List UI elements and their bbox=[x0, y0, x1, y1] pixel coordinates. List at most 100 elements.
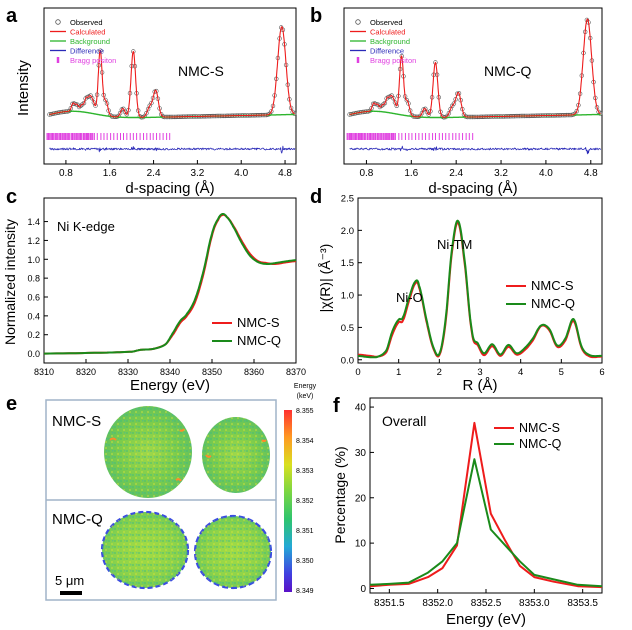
observed-point bbox=[446, 110, 452, 116]
observed-point bbox=[369, 106, 374, 111]
colorbar-tick: 8.355 bbox=[296, 408, 314, 415]
observed-point bbox=[451, 101, 457, 106]
panel-d-ylabel: |χ(R)| (Å⁻³) bbox=[317, 244, 333, 313]
panel-a-xlabel: d-spacing (Å) bbox=[125, 180, 214, 197]
x-tick-label: 1 bbox=[396, 367, 401, 378]
y-tick-label: 10 bbox=[355, 539, 367, 550]
panel-f-legend: NMC-S NMC-Q bbox=[494, 421, 562, 451]
observed-point bbox=[419, 110, 425, 116]
colorbar-ticks: 8.355 8.354 8.353 8.352 8.351 8.350 8.34… bbox=[296, 408, 314, 595]
observed-point bbox=[68, 106, 74, 111]
colorbar-tick: 8.350 bbox=[296, 558, 314, 565]
legend-swatch bbox=[355, 19, 361, 25]
observed-point bbox=[124, 112, 129, 117]
x-tick-label: 2.4 bbox=[449, 168, 463, 179]
observed-point bbox=[81, 100, 87, 106]
panel-f-ylabel: Percentage (%) bbox=[332, 446, 348, 543]
series-line-nmc-q bbox=[357, 219, 602, 359]
bragg-ticks bbox=[46, 133, 171, 140]
legend-label: NMC-Q bbox=[519, 437, 562, 451]
panel-f-annotation: Overall bbox=[382, 413, 426, 429]
panel-e: NMC-S NMC-Q 5 μm Energy (keV) 8.355 8.35… bbox=[45, 383, 317, 601]
x-tick-label: 8360 bbox=[244, 367, 264, 377]
x-tick-label: 2 bbox=[437, 367, 442, 378]
legend-label: Difference bbox=[70, 47, 104, 56]
particle-map-nmcq-1 bbox=[100, 510, 190, 590]
legend-label: Calculated bbox=[70, 28, 105, 37]
y-tick-label: 2.5 bbox=[341, 194, 354, 205]
difference-line bbox=[49, 145, 296, 154]
x-tick-label: 8353.5 bbox=[567, 598, 598, 609]
y-tick-label: 0.8 bbox=[27, 274, 40, 284]
x-tick-label: 0 bbox=[355, 367, 360, 378]
x-tick-label: 4.8 bbox=[584, 168, 598, 179]
x-tick-label: 3 bbox=[477, 367, 482, 378]
colorbar-tick: 8.349 bbox=[296, 588, 314, 595]
panel-d-annotation-nio: Ni-O bbox=[396, 290, 423, 305]
x-tick-label: 8352.5 bbox=[471, 598, 502, 609]
observed-point bbox=[149, 100, 154, 106]
legend-label: Observed bbox=[370, 18, 403, 27]
observed-point bbox=[144, 110, 149, 116]
x-tick-label: 8330 bbox=[118, 367, 138, 377]
panel-b-frame bbox=[343, 7, 603, 165]
y-tick-label: 2.0 bbox=[341, 226, 354, 237]
x-tick-label: 8353.0 bbox=[519, 598, 550, 609]
observed-point bbox=[269, 109, 274, 114]
x-tick-label: 2.4 bbox=[147, 168, 161, 179]
observed-point bbox=[392, 100, 398, 105]
series-line-nmc-q bbox=[369, 458, 603, 588]
panel-a-x-ticks: 0.8 1.6 2.4 3.2 4.0 4.8 bbox=[59, 160, 292, 179]
panel-letter-f: f bbox=[333, 395, 340, 417]
x-tick-label: 1.6 bbox=[103, 168, 117, 179]
panel-d-axes: 0 1 2 3 4 5 6 0.0 0.5 1.0 1.5 2.0 2.5 bbox=[341, 194, 605, 379]
observed-point bbox=[394, 103, 399, 109]
colorbar-tick: 8.351 bbox=[296, 528, 314, 535]
particle-map-nmcs-1 bbox=[104, 406, 192, 498]
panel-d-xlabel: R (Å) bbox=[463, 377, 498, 394]
legend-label: Bragg positon bbox=[370, 56, 416, 65]
y-tick-label: 1.0 bbox=[341, 291, 354, 302]
panel-b-legend: ObservedCalculatedBackgroundDifferenceBr… bbox=[350, 18, 416, 65]
panel-c-plot bbox=[43, 213, 297, 355]
observed-point bbox=[382, 100, 388, 106]
panel-d: 0 1 2 3 4 5 6 0.0 0.5 1.0 1.5 2.0 2.5 Ni-O Ni-TM R (… bbox=[317, 194, 605, 395]
panel-d-plot bbox=[357, 219, 603, 359]
panel-a-legend: ObservedCalculatedBackgroundDifferenceBr… bbox=[50, 18, 116, 65]
observed-point bbox=[93, 103, 98, 108]
panel-f-plot bbox=[369, 421, 603, 589]
legend-label: Observed bbox=[70, 18, 103, 27]
observed-point bbox=[292, 111, 297, 116]
y-tick-label: 0.5 bbox=[341, 323, 354, 334]
y-tick-label: 0.0 bbox=[341, 355, 354, 366]
colorbar-tick: 8.352 bbox=[296, 498, 314, 505]
panel-e-row-label-nmcs: NMC-S bbox=[52, 413, 101, 430]
panel-c-annotation: Ni K-edge bbox=[57, 219, 115, 234]
panel-letter-c: c bbox=[6, 186, 17, 208]
y-tick-label: 40 bbox=[355, 403, 367, 414]
x-tick-label: 4.0 bbox=[234, 168, 248, 179]
y-tick-label: 20 bbox=[355, 493, 367, 504]
panel-c-legend: NMC-S NMC-Q bbox=[212, 315, 281, 348]
x-tick-label: 0.8 bbox=[359, 168, 373, 179]
panel-c-xlabel: Energy (eV) bbox=[130, 377, 210, 394]
legend-label: NMC-S bbox=[531, 278, 574, 293]
colorbar bbox=[284, 410, 292, 592]
x-tick-label: 8350 bbox=[202, 367, 222, 377]
calculated-line bbox=[49, 26, 296, 118]
panel-f-axes: 8351.5 8352.0 8352.5 8353.0 8353.5 0 10 20 30 40 bbox=[355, 403, 599, 609]
legend-label: Background bbox=[370, 37, 410, 46]
x-tick-label: 8351.5 bbox=[374, 598, 405, 609]
observed-point bbox=[89, 96, 95, 101]
legend-label: Calculated bbox=[370, 28, 405, 37]
observed-point bbox=[117, 110, 123, 116]
panel-a-ylabel: Intensity bbox=[15, 60, 32, 116]
y-tick-label: 1.4 bbox=[27, 217, 40, 227]
legend-label: Difference bbox=[370, 47, 404, 56]
scalebar-label: 5 μm bbox=[55, 573, 84, 588]
legend-label: Background bbox=[70, 37, 110, 46]
panel-a-plot bbox=[46, 25, 297, 154]
series-line-nmc-q bbox=[43, 213, 297, 355]
legend-swatch bbox=[55, 19, 61, 25]
panel-e-row-label-nmcq: NMC-Q bbox=[52, 511, 103, 528]
